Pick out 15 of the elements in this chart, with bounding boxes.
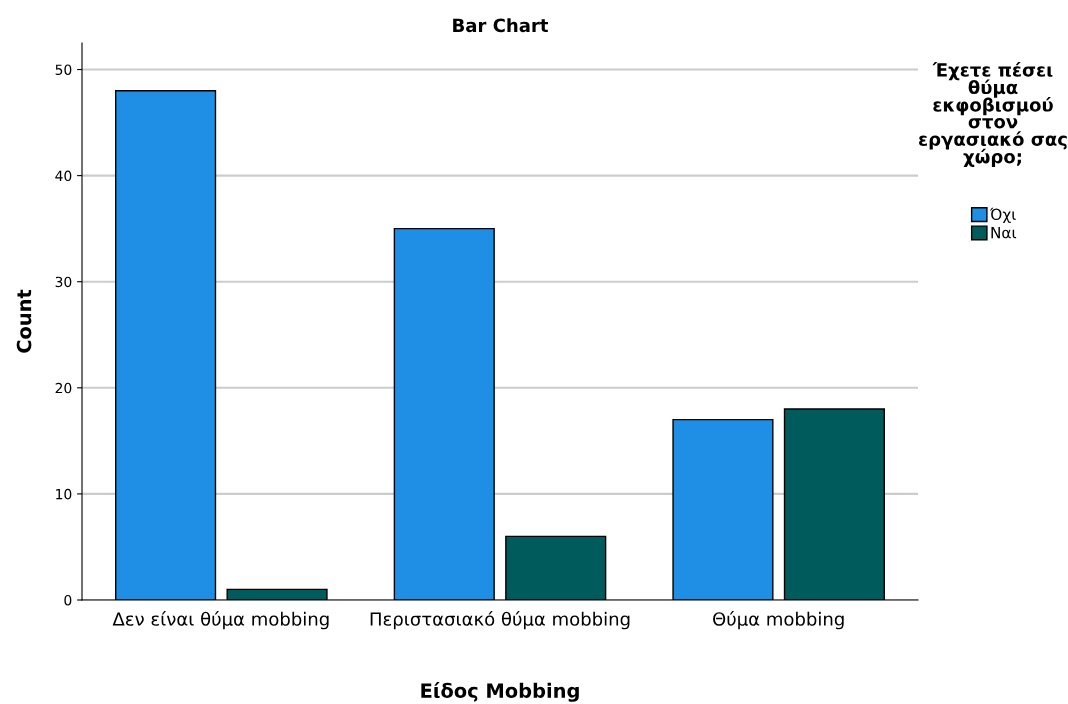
x-tick-label: Θύμα mobbing <box>713 611 844 630</box>
y-tick-label: 0 <box>64 594 72 606</box>
y-tick-label: 30 <box>55 276 72 288</box>
y-tick-label: 20 <box>55 382 72 394</box>
legend-label: Ναι <box>991 227 1017 239</box>
y-tick-label: 40 <box>55 170 72 182</box>
legend-label: Όχι <box>989 207 1016 224</box>
y-tick-label: 10 <box>56 488 72 500</box>
x-tick-label: Δεν είναι θύμα mobbing <box>112 611 329 630</box>
y-tick-label: 50 <box>55 64 72 75</box>
chart-title: Bar Chart <box>453 18 549 33</box>
y-axis-title: Count <box>16 289 32 353</box>
x-axis-title: Είδος Mobbing <box>421 682 579 702</box>
legend-title: Έχετε πέσει θύμα εκφοβισμού στον εργασιακό σας χώρο; <box>919 62 1067 167</box>
x-tick-label: Περιστασιακό θύμα mobbing <box>370 611 630 630</box>
